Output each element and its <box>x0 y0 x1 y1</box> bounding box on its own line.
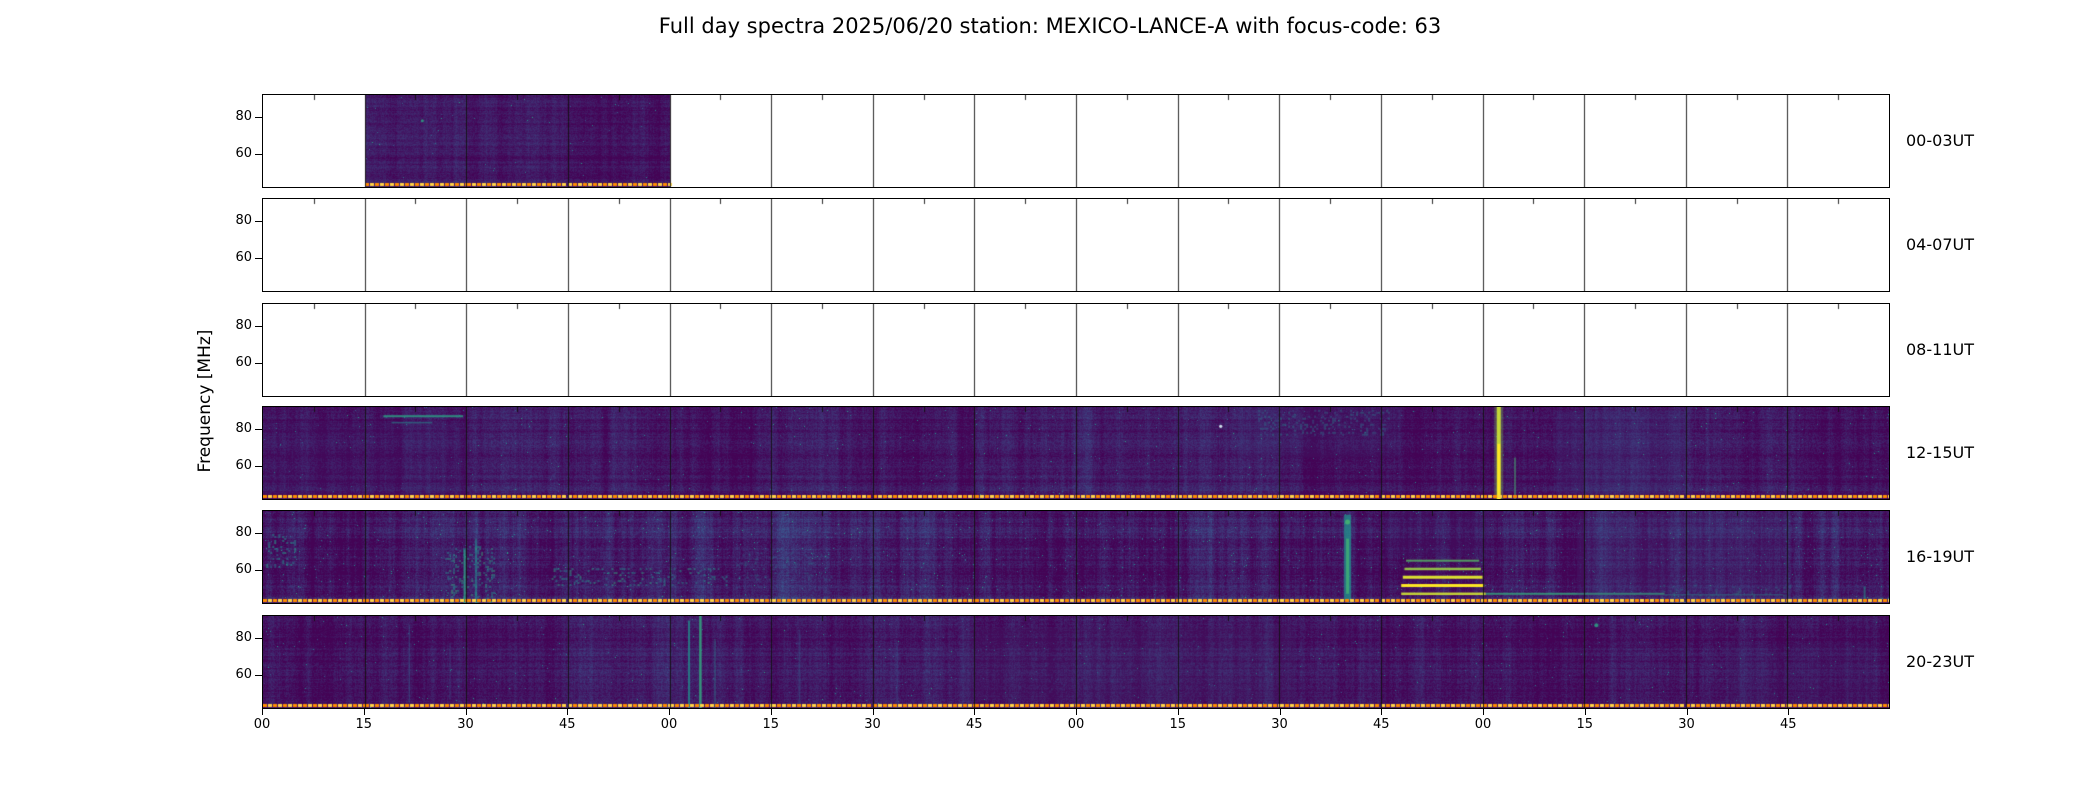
x-tick-label: 15 <box>1576 717 1594 732</box>
x-tick-label: 45 <box>558 717 576 732</box>
x-tick-label: 00 <box>660 717 678 732</box>
y-tick-label: 80 <box>235 212 252 228</box>
row-time-label: 12-15UT <box>1906 443 1974 462</box>
y-tick-mark <box>255 428 262 430</box>
x-tick-label: 15 <box>1169 717 1187 732</box>
x-tick-mark <box>1177 709 1179 715</box>
x-tick-mark <box>1788 709 1790 715</box>
spectrogram-canvas <box>263 199 1889 291</box>
x-tick-label: 00 <box>1067 717 1085 732</box>
x-tick-label: 30 <box>864 717 881 732</box>
x-tick-mark <box>262 709 263 715</box>
y-tick-mark <box>255 325 262 327</box>
x-tick-mark <box>669 709 670 715</box>
y-tick-mark <box>255 570 262 572</box>
x-tick-label: 00 <box>1474 717 1492 732</box>
spectrogram-canvas <box>263 304 1889 396</box>
x-tick-mark <box>1381 709 1383 715</box>
spectrogram-panel-08-11ut <box>262 303 1890 397</box>
y-tick-mark <box>255 637 262 639</box>
x-tick-label: 45 <box>965 717 983 732</box>
spectrogram-canvas <box>263 511 1889 603</box>
x-tick-label: 30 <box>1678 717 1695 732</box>
row-time-label: 16-19UT <box>1906 547 1974 566</box>
spectrogram-canvas <box>263 616 1889 708</box>
spectrogram-panel-16-19ut <box>262 510 1890 604</box>
x-tick-label: 00 <box>253 717 271 732</box>
y-tick-label: 60 <box>235 458 252 474</box>
y-tick-mark <box>255 532 262 534</box>
y-tick-mark <box>255 675 262 677</box>
x-tick-label: 15 <box>762 717 780 732</box>
x-tick-mark <box>770 709 772 715</box>
y-tick-mark <box>255 154 262 156</box>
figure-title: Full day spectra 2025/06/20 station: MEX… <box>658 14 1442 38</box>
y-axis-label: Frequency [MHz] <box>195 329 215 473</box>
spectrogram-panel-12-15ut <box>262 406 1890 500</box>
y-tick-mark <box>255 116 262 118</box>
y-tick-label: 60 <box>235 146 252 162</box>
y-tick-label: 80 <box>235 629 252 645</box>
x-tick-mark <box>872 709 874 715</box>
x-tick-mark <box>567 709 569 715</box>
y-tick-label: 60 <box>235 667 252 683</box>
x-tick-label: 45 <box>1372 717 1390 732</box>
x-tick-mark <box>1686 709 1688 715</box>
y-tick-label: 80 <box>235 317 252 333</box>
x-tick-mark <box>1279 709 1281 715</box>
y-tick-label: 80 <box>235 108 252 124</box>
y-tick-mark <box>255 258 262 260</box>
row-time-label: 00-03UT <box>1906 131 1974 150</box>
y-tick-label: 60 <box>235 562 252 578</box>
spectrogram-panel-00-03ut <box>262 94 1890 188</box>
y-tick-label: 80 <box>235 524 252 540</box>
row-time-label: 20-23UT <box>1906 652 1974 671</box>
spectrogram-canvas <box>263 407 1889 499</box>
x-tick-mark <box>1483 709 1484 715</box>
x-tick-mark <box>363 709 365 715</box>
x-tick-mark <box>465 709 467 715</box>
x-tick-mark <box>974 709 976 715</box>
x-tick-label: 45 <box>1779 717 1797 732</box>
y-tick-mark <box>255 220 262 222</box>
spectrogram-panel-04-07ut <box>262 198 1890 292</box>
row-time-label: 04-07UT <box>1906 235 1974 254</box>
x-tick-mark <box>1584 709 1586 715</box>
row-time-label: 08-11UT <box>1906 340 1974 359</box>
spectrogram-canvas <box>263 95 1889 187</box>
y-tick-label: 80 <box>235 420 252 436</box>
y-tick-label: 60 <box>235 355 252 371</box>
x-tick-label: 15 <box>355 717 373 732</box>
y-tick-label: 60 <box>235 250 252 266</box>
x-tick-mark <box>1076 709 1077 715</box>
x-tick-label: 30 <box>457 717 474 732</box>
spectrogram-panel-20-23ut <box>262 615 1890 709</box>
x-tick-label: 30 <box>1271 717 1288 732</box>
y-tick-mark <box>255 466 262 468</box>
y-tick-mark <box>255 363 262 365</box>
